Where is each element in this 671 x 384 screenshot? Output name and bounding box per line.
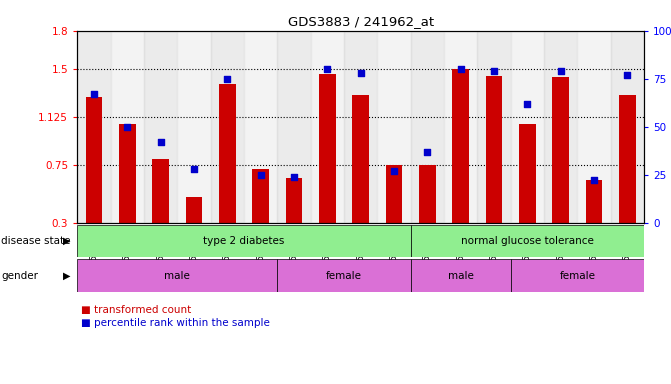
Bar: [578, 31, 611, 223]
Point: [189, 166, 199, 172]
Bar: [77, 259, 277, 292]
Bar: [419, 165, 435, 223]
Point: [322, 66, 333, 72]
Bar: [319, 74, 336, 223]
Bar: [85, 97, 102, 223]
Bar: [444, 31, 477, 223]
Point: [622, 72, 633, 78]
Point: [522, 101, 533, 107]
Bar: [286, 178, 303, 223]
Bar: [119, 124, 136, 223]
Bar: [352, 95, 369, 223]
Point: [456, 66, 466, 72]
Bar: [77, 225, 411, 257]
Bar: [386, 165, 403, 223]
Bar: [411, 31, 444, 223]
Point: [556, 68, 566, 74]
Point: [422, 149, 433, 155]
Text: disease state: disease state: [1, 236, 71, 246]
Text: normal glucose tolerance: normal glucose tolerance: [461, 236, 594, 246]
Bar: [77, 31, 111, 223]
Bar: [152, 159, 169, 223]
Bar: [411, 259, 511, 292]
Bar: [344, 31, 377, 223]
Bar: [486, 76, 503, 223]
Bar: [411, 225, 644, 257]
Bar: [477, 31, 511, 223]
Text: type 2 diabetes: type 2 diabetes: [203, 236, 285, 246]
Text: female: female: [326, 270, 362, 281]
Point: [255, 172, 266, 178]
Point: [289, 174, 299, 180]
Point: [89, 91, 99, 97]
Point: [389, 168, 399, 174]
Text: female: female: [560, 270, 595, 281]
Bar: [111, 31, 144, 223]
Bar: [552, 77, 569, 223]
Text: ■ transformed count: ■ transformed count: [81, 305, 191, 315]
Bar: [511, 31, 544, 223]
Text: ▶: ▶: [63, 270, 70, 281]
Bar: [277, 31, 311, 223]
Bar: [144, 31, 177, 223]
Bar: [611, 31, 644, 223]
Bar: [244, 31, 277, 223]
Point: [356, 70, 366, 76]
Bar: [544, 31, 578, 223]
Bar: [519, 124, 535, 223]
Point: [222, 76, 233, 82]
Bar: [219, 84, 236, 223]
Bar: [186, 197, 202, 223]
Bar: [452, 69, 469, 223]
Bar: [586, 180, 603, 223]
Text: gender: gender: [1, 270, 38, 281]
Point: [488, 68, 499, 74]
Bar: [277, 259, 411, 292]
Point: [155, 139, 166, 145]
Bar: [377, 31, 411, 223]
Bar: [177, 31, 211, 223]
Bar: [619, 95, 636, 223]
Bar: [311, 31, 344, 223]
Bar: [511, 259, 644, 292]
Point: [588, 177, 599, 184]
Title: GDS3883 / 241962_at: GDS3883 / 241962_at: [288, 15, 433, 28]
Text: ▶: ▶: [63, 236, 70, 246]
Point: [122, 124, 133, 130]
Text: male: male: [448, 270, 474, 281]
Text: male: male: [164, 270, 190, 281]
Bar: [252, 169, 269, 223]
Bar: [211, 31, 244, 223]
Text: ■ percentile rank within the sample: ■ percentile rank within the sample: [81, 318, 269, 328]
